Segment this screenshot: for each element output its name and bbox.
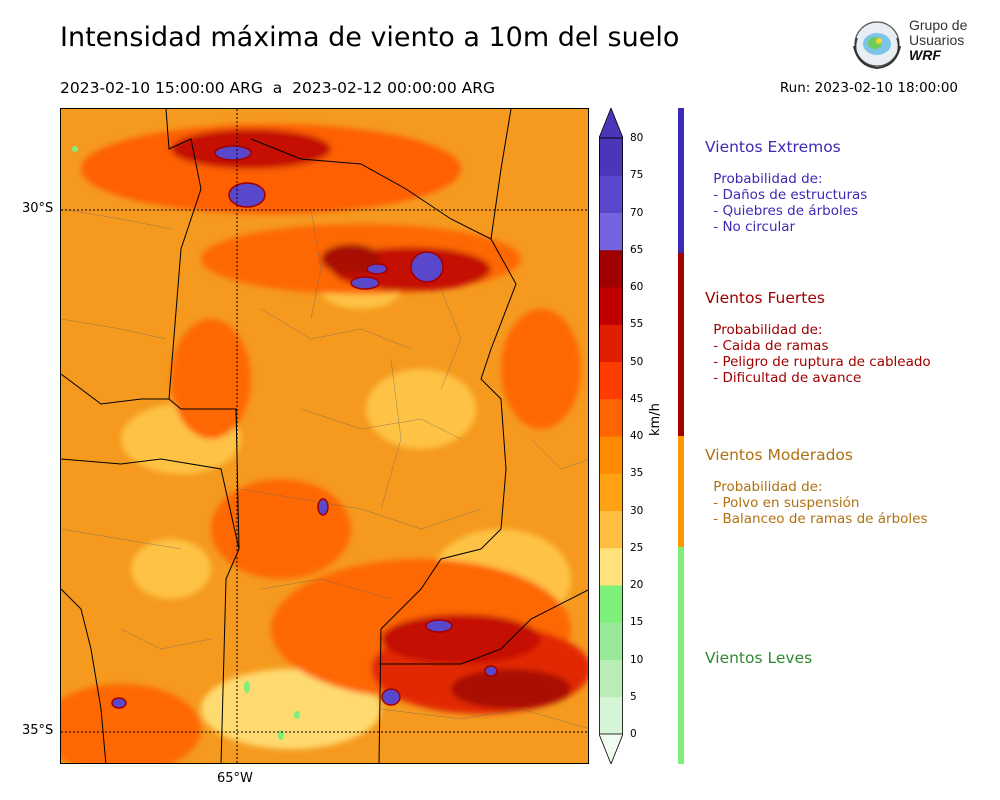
colorbar-segment xyxy=(599,212,623,251)
grupo-wrf-logo xyxy=(853,21,901,70)
category-leves: Vientos Leves xyxy=(705,649,812,667)
wind-field xyxy=(61,109,588,763)
colorbar-tick-label: 20 xyxy=(630,579,644,591)
colorbar-segment xyxy=(599,436,623,474)
wind-map xyxy=(60,108,589,764)
run-timestamp: Run: 2023-02-10 18:00:00 xyxy=(779,80,958,96)
category-bar-fuertes xyxy=(678,253,684,436)
category-extremos: Vientos Extremos Probabilidad de: - Daño… xyxy=(705,138,867,235)
colorbar-tick-label: 45 xyxy=(630,392,644,405)
category-desc: Probabilidad de: - Caida de ramas - Peli… xyxy=(713,322,931,386)
colorbar-tick-label: 30 xyxy=(630,504,644,517)
colorbar-segment xyxy=(599,585,623,623)
category-bar-leves xyxy=(678,547,684,764)
category-desc: Probabilidad de: - Polvo en suspensión -… xyxy=(713,479,928,527)
colorbar-segment xyxy=(599,287,623,325)
colorbar-tick-label: 5 xyxy=(630,690,637,703)
colorbar-segment xyxy=(599,659,623,698)
category-title: Vientos Extremos xyxy=(705,138,841,156)
colorbar-tick-label: 50 xyxy=(630,355,644,368)
colorbar-segment xyxy=(599,696,623,735)
colorbar-tick-label: 0 xyxy=(630,728,637,740)
category-title: Vientos Moderados xyxy=(705,446,853,464)
colorbar-segment xyxy=(599,622,623,660)
colorbar-tick-label: 15 xyxy=(630,616,644,629)
category-desc: Probabilidad de: - Daños de estructuras … xyxy=(713,171,868,235)
colorbar xyxy=(599,108,623,764)
colorbar-segment xyxy=(599,510,623,549)
category-moderados: Vientos Moderados Probabilidad de: - Pol… xyxy=(705,446,928,527)
colorbar-tick-label: 25 xyxy=(630,541,644,554)
colorbar-segment xyxy=(599,175,623,213)
chart-title: Intensidad máxima de viento a 10m del su… xyxy=(60,22,680,53)
colorbar-extend-low xyxy=(599,733,623,764)
colorbar-extend-high xyxy=(599,108,623,139)
colorbar-segment xyxy=(599,473,623,511)
colorbar-tick-label: 70 xyxy=(630,206,644,219)
colorbar-tick-label: 60 xyxy=(630,281,644,293)
colorbar-outline xyxy=(599,137,623,735)
colorbar-tick-label: 10 xyxy=(630,653,644,666)
colorbar-segment xyxy=(599,138,623,176)
colorbar-tick-label: 40 xyxy=(630,430,644,442)
colorbar-segment xyxy=(599,361,623,400)
category-bar-extremos xyxy=(678,108,684,253)
category-fuertes: Vientos Fuertes Probabilidad de: - Caida… xyxy=(705,289,931,386)
category-bar-moderados xyxy=(678,436,684,547)
colorbar-segment xyxy=(599,398,623,437)
colorbar-segment xyxy=(599,324,623,362)
lat-label-30s: 30°S xyxy=(22,201,54,216)
colorbar-segment xyxy=(599,249,623,288)
colorbar-unit: km/h xyxy=(648,403,663,436)
colorbar-tick-label: 65 xyxy=(630,243,644,256)
colorbar-segment xyxy=(599,547,623,586)
forecast-period: 2023-02-10 15:00:00 ARG a 2023-02-12 00:… xyxy=(60,79,496,97)
colorbar-tick-label: 80 xyxy=(630,132,644,144)
category-title: Vientos Leves xyxy=(705,649,813,667)
lon-label-65w: 65°W xyxy=(217,771,253,786)
lat-label-35s: 35°S xyxy=(22,723,54,738)
logo-text: Grupo de Usuarios WRF xyxy=(909,17,968,63)
category-title: Vientos Fuertes xyxy=(705,289,825,307)
colorbar-tick-label: 35 xyxy=(630,467,644,480)
colorbar-tick-label: 55 xyxy=(630,318,644,331)
colorbar-tick-label: 75 xyxy=(630,169,644,182)
